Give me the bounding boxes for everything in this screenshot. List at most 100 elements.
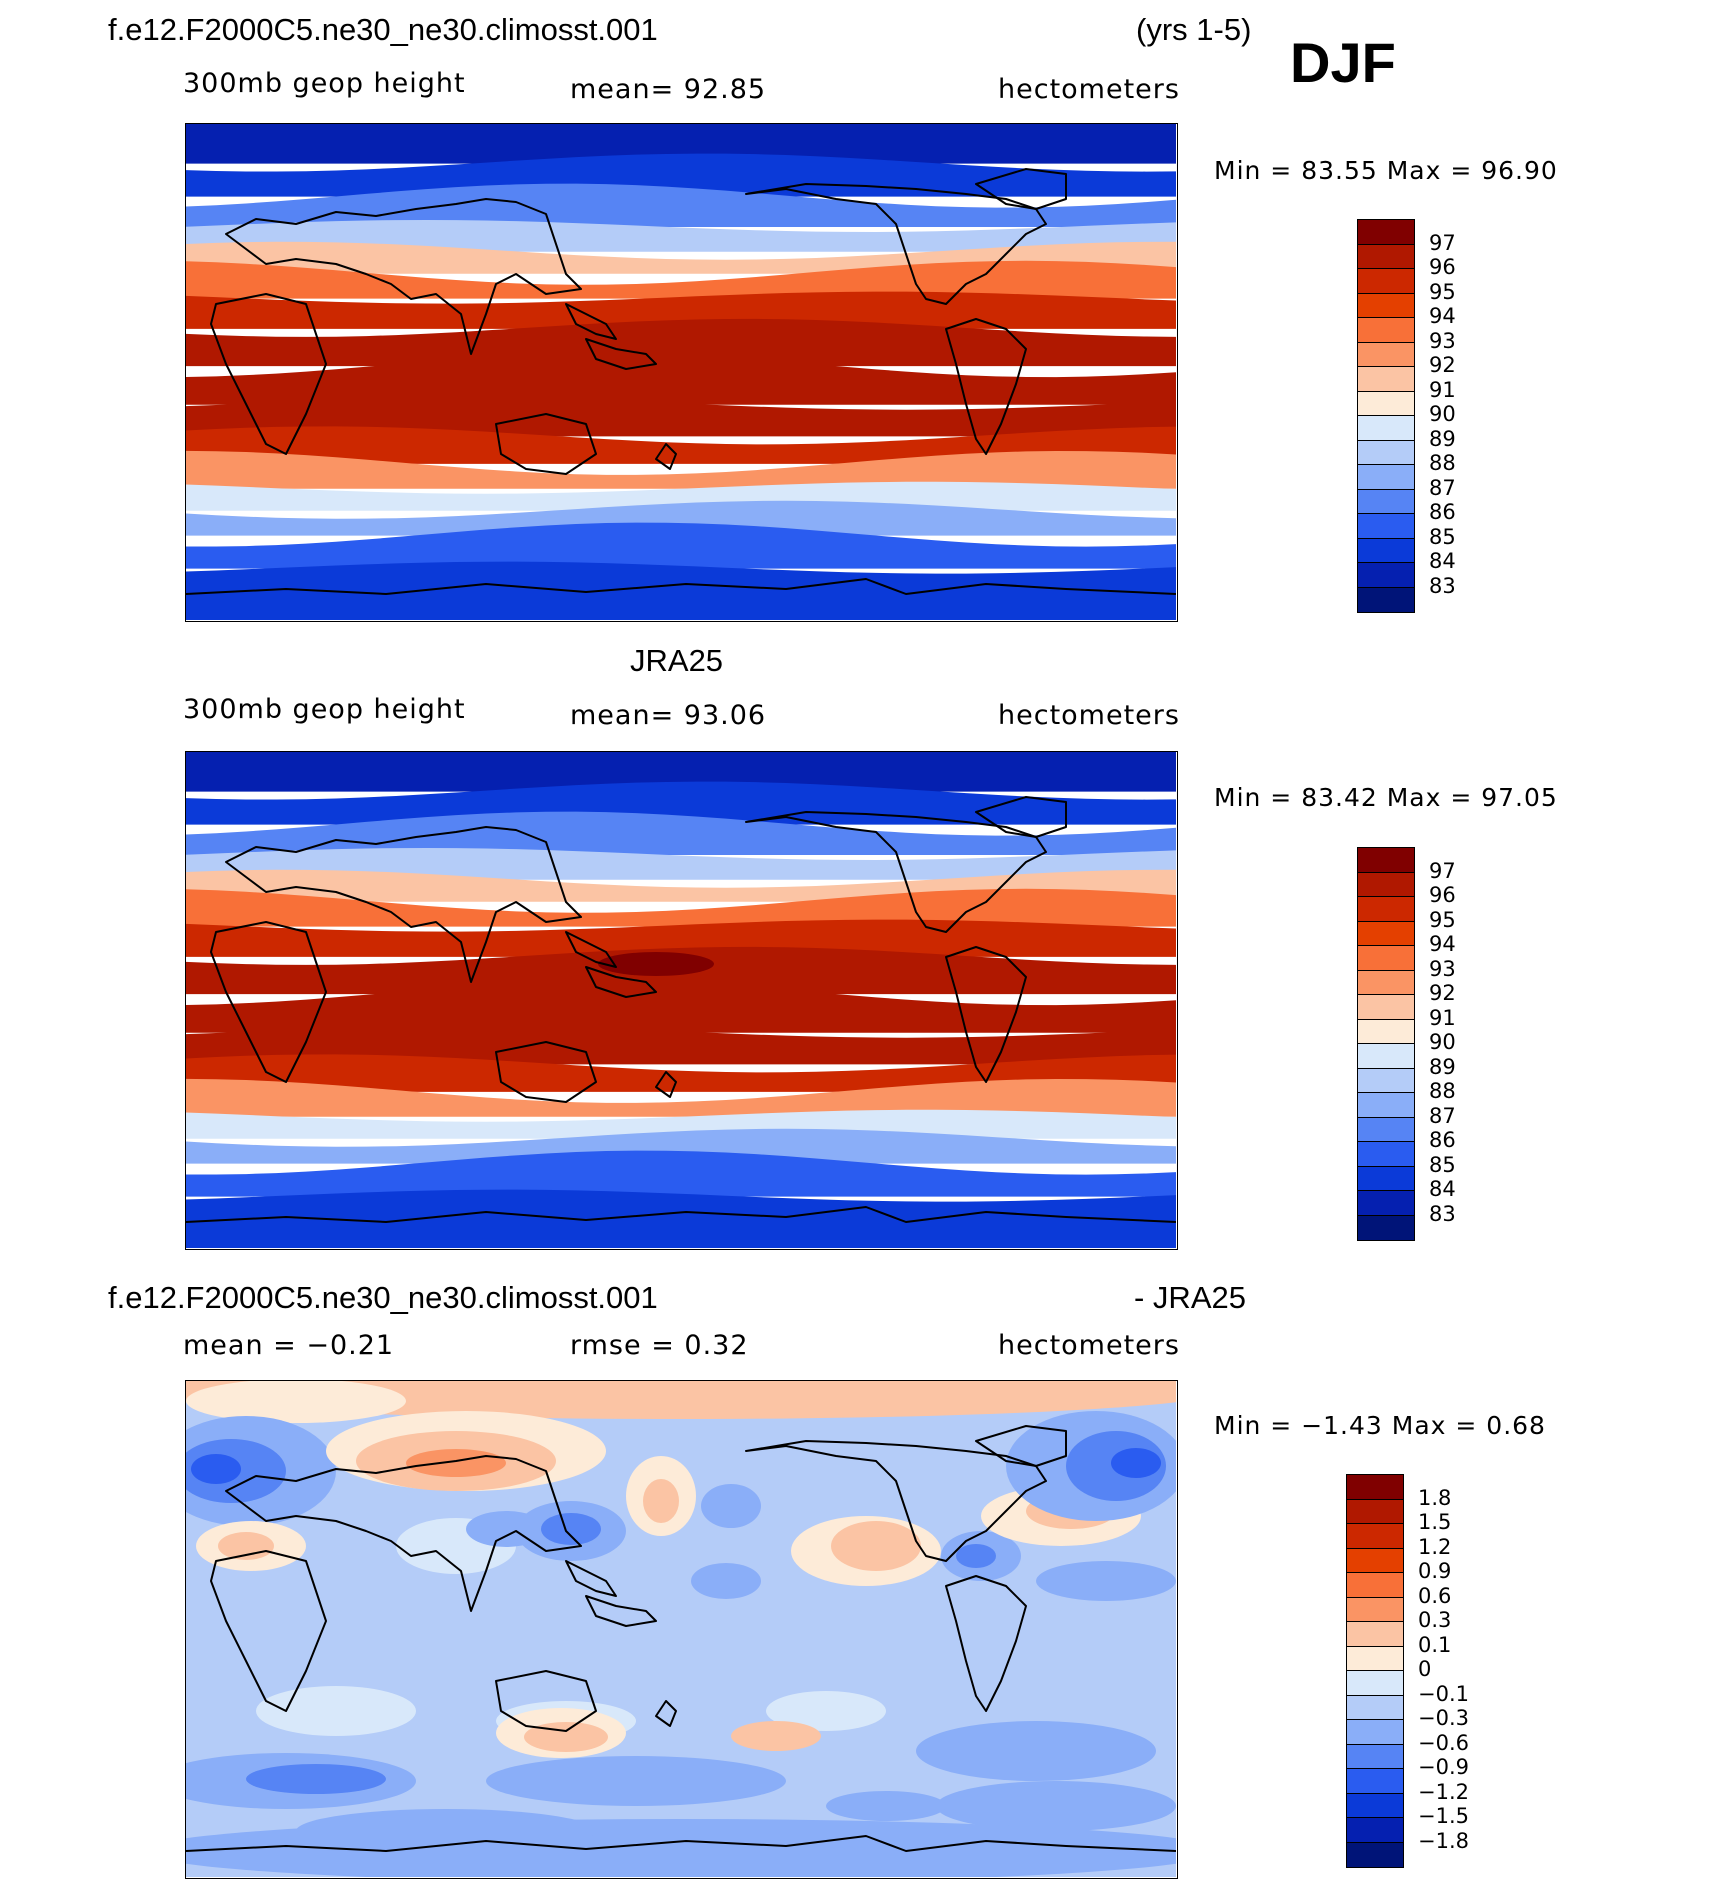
- contour-band: [186, 752, 1176, 792]
- colorbar-swatch: [1357, 1141, 1415, 1167]
- colorbar-swatch: [1357, 969, 1415, 996]
- panel3-minmax-label: Min = −1.43 Max = 0.68: [1214, 1411, 1546, 1440]
- colorbar-level-label: 85: [1429, 1152, 1456, 1177]
- panel3-case-title: f.e12.F2000C5.ne30_ne30.climosst.001: [108, 1280, 658, 1315]
- panel1-years-label: (yrs 1-5): [1136, 12, 1252, 47]
- colorbar-swatch: [1346, 1572, 1404, 1598]
- contour-band: [186, 1150, 1176, 1197]
- contour-band: [186, 500, 1176, 536]
- colorbar-level-label: 93: [1429, 328, 1456, 353]
- panel1-variable-label: 300mb geop height: [183, 68, 466, 99]
- colorbar-level-label: 93: [1429, 956, 1456, 981]
- contour-band: [186, 397, 1176, 437]
- coastline-segment: [655, 1071, 677, 1098]
- contour-band: [186, 1078, 1176, 1117]
- panel1-units-label: hectometers: [998, 74, 1180, 105]
- contour-band: [186, 318, 1176, 367]
- colorbar-level-label: 1.5: [1418, 1510, 1452, 1534]
- coastline-segment: [945, 946, 1027, 1083]
- contour-band: [186, 481, 1176, 511]
- colorbar-level-label: −0.3: [1418, 1706, 1469, 1730]
- colorbar-level-label: 96: [1429, 255, 1456, 279]
- contour-band: [186, 219, 1176, 252]
- contour-band: [186, 781, 1176, 825]
- panel1-case-title: f.e12.F2000C5.ne30_ne30.climosst.001: [108, 12, 658, 47]
- colorbar-swatch: [1357, 871, 1415, 898]
- colorbar-level-label: 91: [1429, 377, 1456, 402]
- colorbar-swatch: [1346, 1621, 1404, 1647]
- colorbar-swatch: [1346, 1694, 1404, 1721]
- difference-anomaly-blobs: [186, 1381, 1177, 1878]
- colorbar-level-label: −0.1: [1418, 1681, 1469, 1706]
- colorbar-swatch: [1346, 1474, 1404, 1500]
- colorbar-level-label: 0.9: [1418, 1559, 1452, 1583]
- colorbar-swatch: [1357, 896, 1415, 922]
- colorbar-level-label: 94: [1429, 932, 1456, 956]
- coastline-segment: [186, 1206, 1177, 1223]
- colorbar-swatch: [1346, 1792, 1404, 1819]
- panel1-minmax-label: Min = 83.55 Max = 96.90: [1214, 156, 1558, 185]
- colorbar-level-label: 97: [1429, 230, 1456, 255]
- colorbar-level-label: 91: [1429, 1005, 1456, 1030]
- colorbar-swatch: [1346, 1817, 1404, 1843]
- coastline-segment: [745, 811, 1047, 933]
- contour-band: [186, 1189, 1176, 1249]
- colorbar-level-label: 92: [1429, 353, 1456, 377]
- contour-band: [186, 450, 1176, 489]
- coastline-segment: [565, 303, 617, 340]
- colorbar-swatch: [1346, 1743, 1404, 1770]
- colorbar-level-label: 94: [1429, 304, 1456, 328]
- panel3-difference-field: [186, 1381, 1177, 1878]
- coastline-outline: [186, 1425, 1177, 1852]
- colorbar-swatch: [1357, 1067, 1415, 1094]
- coastline-segment: [210, 293, 327, 455]
- colorbar-swatch: [1346, 1768, 1404, 1794]
- coastline-segment: [745, 183, 1047, 305]
- coastline-segment: [495, 1670, 597, 1732]
- coastline-segment: [210, 1550, 327, 1712]
- colorbar-swatch: [1346, 1645, 1404, 1672]
- colorbar-level-label: 88: [1429, 451, 1456, 475]
- contour-band: [186, 1128, 1176, 1164]
- coastline-segment: [655, 443, 677, 470]
- contour-band: [186, 847, 1176, 880]
- coastline-segment: [186, 1835, 1177, 1852]
- contour-band: [186, 1054, 1176, 1092]
- colorbar-swatch: [1357, 920, 1415, 947]
- panel3-rmse-label: rmse = 0.32: [570, 1330, 749, 1361]
- colorbar-level-label: 89: [1429, 426, 1456, 451]
- colorbar-level-label: −1.8: [1418, 1828, 1469, 1853]
- contour-band: [186, 811, 1176, 855]
- colorbar-swatch: [1357, 994, 1415, 1020]
- colorbar-swatch: [1357, 513, 1415, 539]
- colorbar-level-label: 86: [1429, 500, 1456, 524]
- colorbar-swatch: [1357, 268, 1415, 294]
- colorbar-swatch: [1346, 1498, 1404, 1525]
- colorbar-swatch: [1357, 366, 1415, 392]
- panel2-mean-label: mean= 93.06: [570, 700, 767, 731]
- colorbar-level-label: 87: [1429, 475, 1456, 500]
- contour-band: [186, 260, 1176, 299]
- panel2-contour-field: [186, 752, 1177, 1249]
- coastline-segment: [585, 1595, 657, 1627]
- colorbar-swatch: [1357, 562, 1415, 588]
- colorbar-level-label: 0.6: [1418, 1583, 1452, 1608]
- colorbar-level-label: 92: [1429, 981, 1456, 1005]
- colorbar-swatch: [1357, 945, 1415, 971]
- coastline-segment: [945, 318, 1027, 455]
- panel1-contour-field: [186, 124, 1177, 621]
- colorbar-level-label: −1.5: [1418, 1804, 1469, 1828]
- panel2-obs-title: JRA25: [630, 643, 724, 678]
- colorbar-level-label: 85: [1429, 524, 1456, 549]
- colorbar-level-label: 90: [1429, 1030, 1456, 1054]
- coastline-segment: [210, 921, 327, 1083]
- colorbar-swatch: [1357, 1165, 1415, 1192]
- contour-band: [186, 426, 1176, 464]
- colorbar-level-label: 96: [1429, 883, 1456, 907]
- colorbar-swatch: [1357, 586, 1415, 613]
- coastline-segment: [975, 1425, 1067, 1467]
- coastline-segment: [975, 168, 1067, 210]
- colorbar-level-label: 0.3: [1418, 1608, 1452, 1632]
- colorbar-swatch: [1357, 439, 1415, 466]
- colorbar-swatch: [1357, 317, 1415, 343]
